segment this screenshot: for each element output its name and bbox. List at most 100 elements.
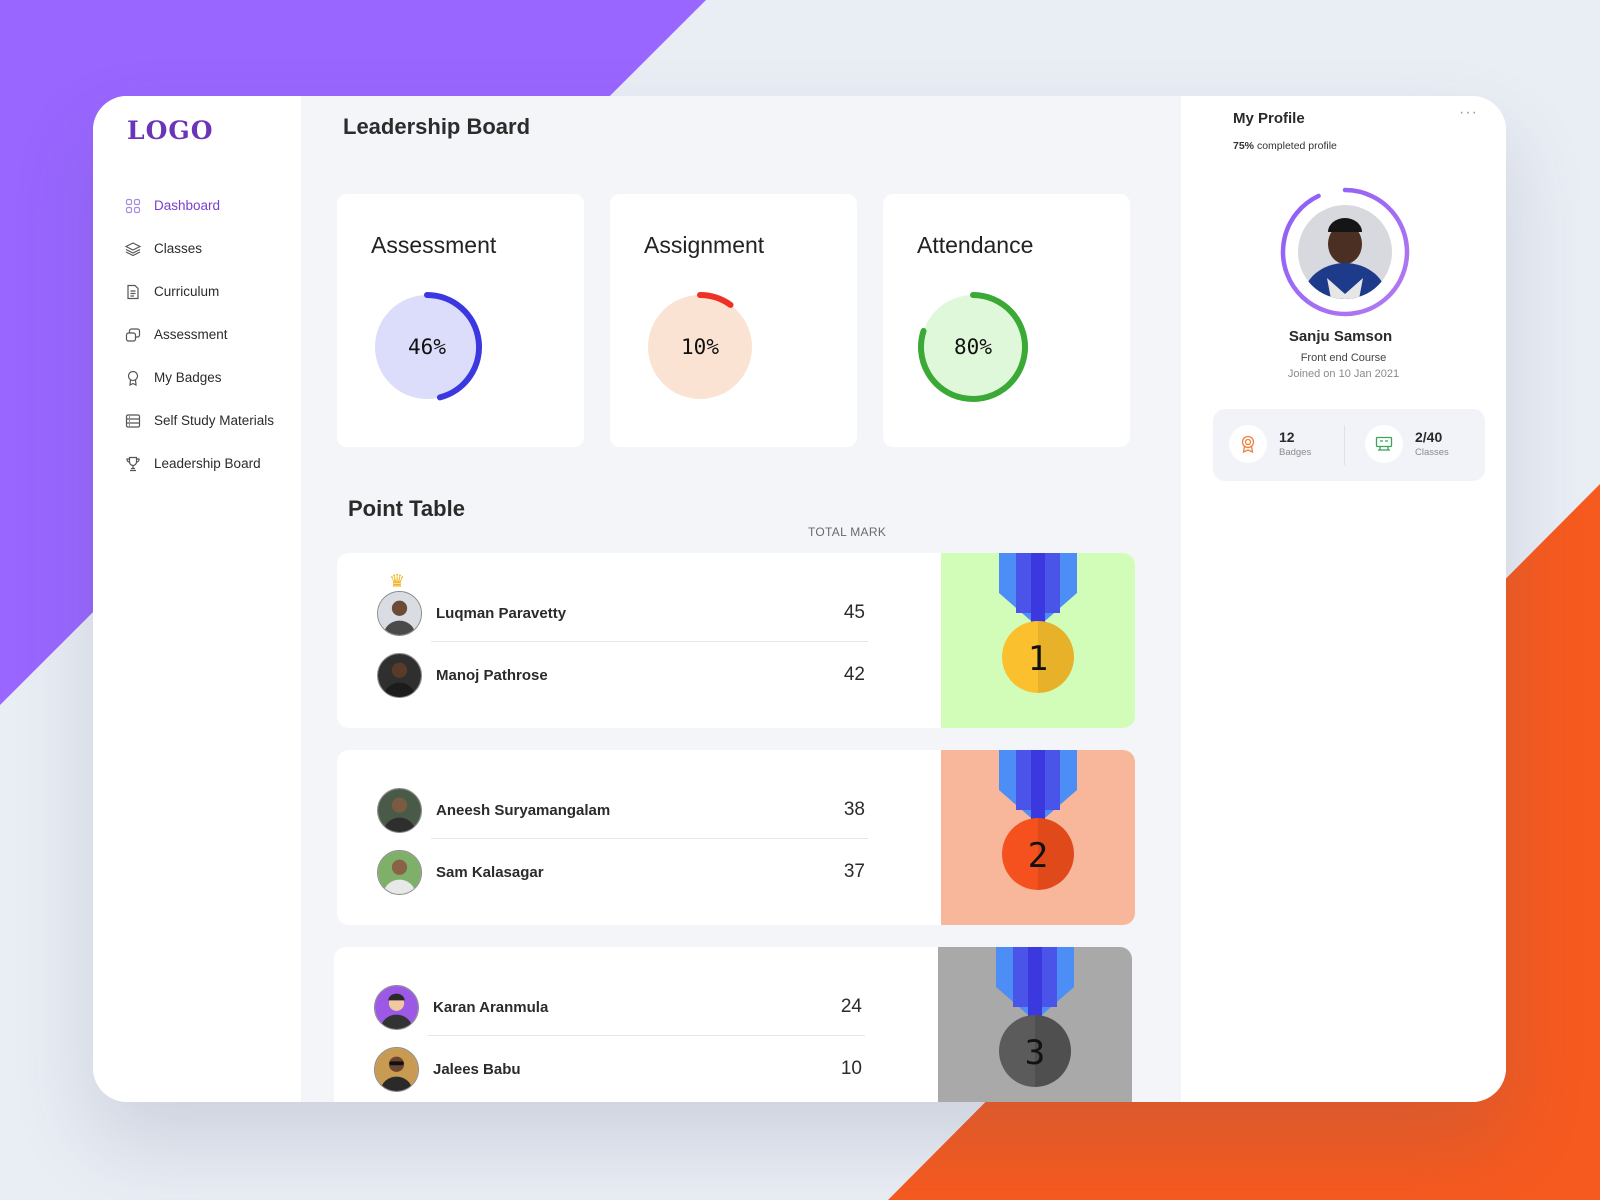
row-divider <box>431 641 868 642</box>
badges-label: Badges <box>1279 447 1312 458</box>
avatar <box>374 1046 419 1092</box>
progress-ring: 10% <box>648 292 752 399</box>
medal-panel: 3 <box>938 947 1132 1102</box>
document-icon <box>125 284 141 300</box>
row-divider <box>431 838 868 839</box>
profile-progress-ring <box>1280 187 1410 317</box>
avatar <box>377 849 422 895</box>
ring-arc <box>697 292 734 308</box>
player-name: Manoj Pathrose <box>436 666 548 684</box>
card-title: Assignment <box>644 232 765 258</box>
profile-stats: 12 Badges 2/40 Classes <box>1213 409 1485 481</box>
rank-group-3: Karan Aranmula 24 Jalees Babu 10 3 <box>334 947 1132 1102</box>
stats-divider <box>1344 425 1345 465</box>
player-name: Aneesh Suryamangalam <box>436 801 611 819</box>
total-mark: 37 <box>843 861 865 882</box>
progress-ring: 80% <box>918 292 1028 402</box>
sidebar-item-label: Self Study Materials <box>154 413 275 428</box>
profile-title: My Profile <box>1233 110 1305 127</box>
crown-icon: ♛ <box>389 571 406 591</box>
layers-icon <box>125 241 141 257</box>
assignment-card[interactable]: Assignment 10% <box>610 194 857 447</box>
classroom-icon <box>1365 425 1403 463</box>
profile-course: Front end Course <box>1300 352 1387 364</box>
sidebar-item-self-study-materials[interactable]: Self Study Materials <box>125 399 274 442</box>
attendance-card[interactable]: Attendance 80% <box>883 194 1130 447</box>
point-table-title: Point Table <box>348 496 465 521</box>
total-mark: 42 <box>843 664 865 685</box>
avatar <box>377 787 422 833</box>
more-options-icon[interactable]: ··· <box>1459 104 1478 121</box>
sidebar-item-classes[interactable]: Classes <box>125 227 274 270</box>
percent-label: 80% <box>954 335 992 359</box>
profile-avatar <box>1298 205 1392 299</box>
profile-completion: 75% completed profile <box>1233 140 1337 152</box>
materials-icon <box>125 413 141 429</box>
percent-label: 10% <box>681 335 719 359</box>
sidebar-item-curriculum[interactable]: Curriculum <box>125 270 274 313</box>
total-mark-header: TOTAL MARK <box>808 525 887 539</box>
assessment-card[interactable]: Assessment 46% <box>337 194 584 447</box>
sidebar-item-label: Classes <box>154 241 203 256</box>
sidebar-item-assessment[interactable]: Assessment <box>125 313 274 356</box>
row-divider <box>428 1035 865 1036</box>
rank-number: 2 <box>1028 836 1048 876</box>
percent-label: 46% <box>408 335 446 359</box>
table-row[interactable]: Sam Kalasagar 37 <box>377 848 865 896</box>
silver-medal-icon: 2 <box>941 750 1135 925</box>
sidebar-item-label: My Badges <box>154 370 222 385</box>
profile-joined: Joined on 10 Jan 2021 <box>1287 368 1400 380</box>
sidebar-nav: Dashboard Classes Curriculum Assessment <box>125 184 274 485</box>
gold-medal-icon: 1 <box>941 553 1135 728</box>
progress-ring: 46% <box>375 292 483 401</box>
badge-icon <box>125 370 141 386</box>
sidebar-item-my-badges[interactable]: My Badges <box>125 356 274 399</box>
award-icon <box>1229 425 1267 463</box>
sidebar-item-dashboard[interactable]: Dashboard <box>125 184 274 227</box>
table-row[interactable]: Jalees Babu 10 <box>374 1045 862 1093</box>
sidebar: LOGO Dashboard Classes Curriculum <box>93 96 301 1102</box>
table-row[interactable]: Luqman Paravetty 45 <box>377 589 865 637</box>
classes-label: Classes <box>1415 447 1449 458</box>
table-row[interactable]: Karan Aranmula 24 <box>374 983 862 1031</box>
player-name: Karan Aranmula <box>433 998 549 1016</box>
ring-fill <box>375 295 479 399</box>
main-content: Leadership Board Assessment 46% Assignme… <box>301 96 1181 1102</box>
trophy-icon <box>125 456 141 472</box>
card-title: Attendance <box>917 232 1034 258</box>
card-title: Assessment <box>371 232 497 258</box>
rank-group-1: ♛ Luqman Paravetty 45 Manoj Pathrose 42 <box>337 553 1135 728</box>
bronze-medal-icon: 3 <box>938 947 1132 1102</box>
sidebar-item-label: Dashboard <box>154 198 221 213</box>
profile-panel: My Profile ··· 75% completed profile <box>1181 96 1506 1102</box>
dashboard-grid-icon <box>125 198 141 214</box>
total-mark: 45 <box>843 602 865 623</box>
rank-group-2: Aneesh Suryamangalam 38 Sam Kalasagar 37… <box>337 750 1135 925</box>
sidebar-item-leadership-board[interactable]: Leadership Board <box>125 442 274 485</box>
avatar <box>377 652 422 698</box>
player-name: Jalees Babu <box>433 1060 521 1078</box>
table-row[interactable]: Manoj Pathrose 42 <box>377 651 865 699</box>
ring-arc <box>918 292 1028 402</box>
profile-arc <box>1280 187 1410 317</box>
sidebar-item-label: Leadership Board <box>154 456 261 471</box>
total-mark: 10 <box>840 1058 862 1079</box>
avatar <box>377 590 422 636</box>
medal-panel: 1 <box>941 553 1135 728</box>
table-row[interactable]: Aneesh Suryamangalam 38 <box>377 786 865 834</box>
logo: LOGO <box>127 116 214 145</box>
ring-fill <box>921 295 1025 399</box>
assessment-icon <box>125 327 141 343</box>
profile-name: Sanju Samson <box>1288 328 1393 345</box>
badges-value: 12 <box>1279 429 1295 445</box>
total-mark: 38 <box>843 799 865 820</box>
page-title: Leadership Board <box>343 114 531 139</box>
rank-number: 1 <box>1028 639 1048 679</box>
classes-value: 2/40 <box>1415 429 1443 445</box>
total-mark: 24 <box>840 996 862 1017</box>
classes-stat[interactable]: 2/40 Classes <box>1365 425 1449 463</box>
badges-stat[interactable]: 12 Badges <box>1229 425 1311 463</box>
sidebar-item-label: Assessment <box>154 327 228 342</box>
rank-number: 3 <box>1025 1033 1045 1073</box>
ring-arc <box>424 292 483 401</box>
